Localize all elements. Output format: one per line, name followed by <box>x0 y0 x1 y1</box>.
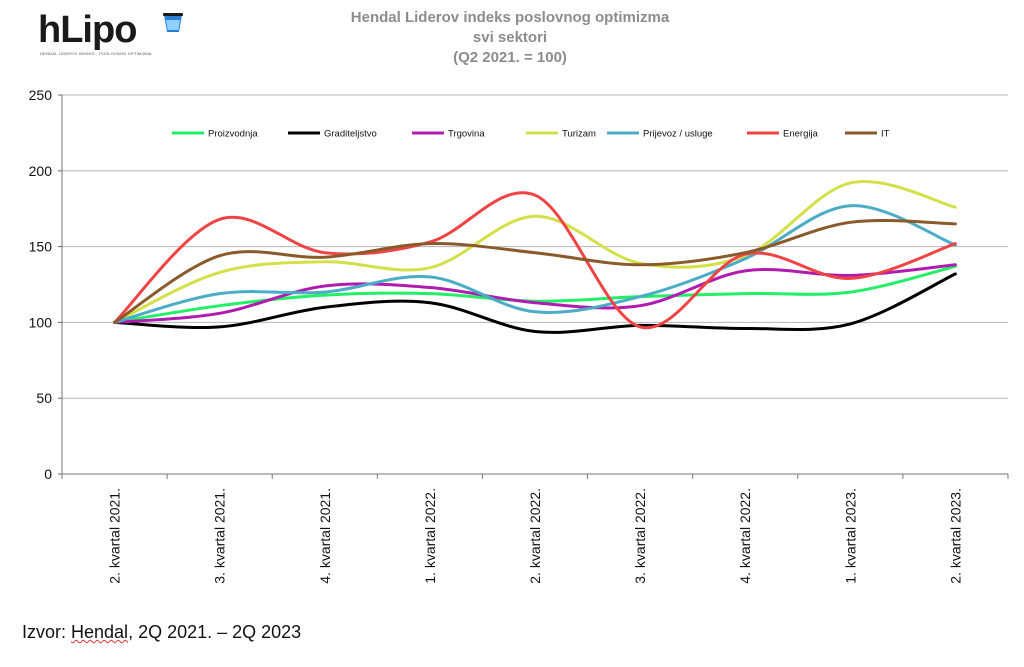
source-prefix: Izvor: <box>22 622 72 642</box>
logo-subtitle: HENDAL LIDEROV INDEKS · POSLOVNOG OPTIMI… <box>40 51 152 56</box>
logo-text: hLipo <box>38 9 137 51</box>
series-line-prijevoz-usluge <box>113 204 957 324</box>
chart-title-line1: Hendal Liderov indeks poslovnog optimizm… <box>350 9 670 26</box>
x-tick-label: 1. kvartal 2022. <box>422 488 438 584</box>
source-note: Izvor: Hendal, 2Q 2021. – 2Q 2023 <box>22 622 301 643</box>
series-energija <box>113 191 957 330</box>
x-tick-label: 3. kvartal 2022. <box>632 488 648 584</box>
x-tick-label: 2. kvartal 2021. <box>107 488 123 584</box>
legend-label: IT <box>881 129 890 140</box>
chart-title: Hendal Liderov indeks poslovnog optimizm… <box>300 8 720 68</box>
legend-label: Graditeljstvo <box>324 129 377 140</box>
y-tick-label: 150 <box>29 239 53 255</box>
source-name: Hendal <box>71 622 129 642</box>
series-graditeljstvo <box>113 272 957 334</box>
x-tick-label: 2. kvartal 2023. <box>947 488 963 584</box>
legend-item: Graditeljstvo <box>288 129 377 140</box>
legend-item: Prijevoz / usluge <box>607 129 713 140</box>
legend-label: Turizam <box>562 129 596 140</box>
series-line-it <box>113 218 957 324</box>
legend-item: IT <box>845 129 890 140</box>
legend-item: Energija <box>747 129 819 140</box>
series-line-turizam <box>113 180 957 324</box>
x-tick-label: 4. kvartal 2021. <box>317 488 333 584</box>
y-tick-label: 100 <box>29 314 53 330</box>
x-tick-label: 4. kvartal 2022. <box>737 488 753 584</box>
x-tick-label: 3. kvartal 2021. <box>212 488 228 584</box>
chart-title-line2: svi sektori <box>472 29 548 46</box>
legend-item: Trgovina <box>412 129 485 140</box>
legend-label: Energija <box>783 129 819 140</box>
y-tick-label: 0 <box>44 466 52 482</box>
series-line-graditeljstvo <box>113 272 957 334</box>
legend-label: Prijevoz / usluge <box>643 129 713 140</box>
series-prijevoz-usluge <box>113 204 957 324</box>
legend-label: Trgovina <box>448 129 485 140</box>
y-tick-label: 50 <box>36 390 52 406</box>
source-rest: , 2Q 2021. – 2Q 2023 <box>128 622 302 642</box>
cup-icon <box>163 13 183 32</box>
logo: hLipo HENDAL LIDEROV INDEKS · POSLOVNOG … <box>38 8 183 64</box>
line-chart: 0 50 100 150 200 250 2. kvartal 2021. 3. kvarta… <box>29 87 1009 584</box>
x-tick-label: 2. kvartal 2022. <box>527 488 543 584</box>
legend-label: Proizvodnja <box>208 129 258 140</box>
chart-title-line3: (Q2 2021. = 100) <box>453 49 567 66</box>
legend-item: Proizvodnja <box>172 129 258 140</box>
series-turizam <box>113 180 957 324</box>
y-tick-label: 250 <box>29 87 53 103</box>
y-tick-label: 200 <box>29 163 53 179</box>
x-tick-label: 1. kvartal 2023. <box>842 488 858 584</box>
legend-item: Turizam <box>526 129 596 140</box>
series-it <box>113 218 957 324</box>
series-line-energija <box>113 191 957 330</box>
